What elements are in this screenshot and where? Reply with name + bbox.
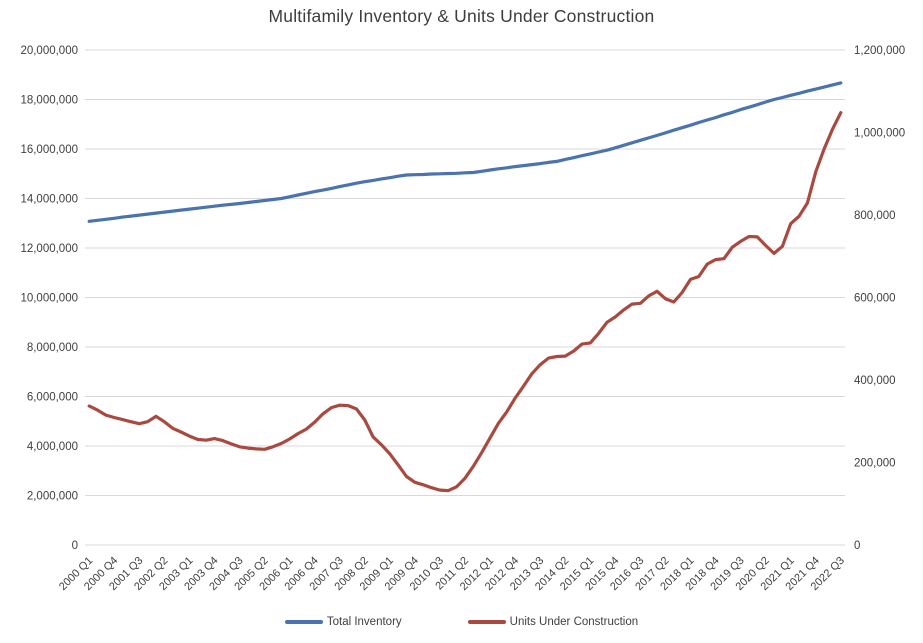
- legend-label-units-under-construction: Units Under Construction: [509, 616, 639, 628]
- legend-swatch-total-inventory: [284, 619, 323, 625]
- right-axis-tick-label: 1,200,000: [854, 45, 905, 57]
- left-axis-tick-label: 8,000,000: [27, 342, 78, 354]
- left-axis-tick-label: 4,000,000: [27, 441, 78, 453]
- right-axis-tick-label: 800,000: [854, 210, 896, 222]
- legend-label-total-inventory: Total Inventory: [326, 616, 402, 628]
- left-axis-tick-label: 14,000,000: [20, 194, 78, 206]
- legend-item-units-under-construction: Units Under Construction: [467, 616, 639, 628]
- left-axis-tick-label: 20,000,000: [20, 45, 78, 57]
- left-axis-tick-label: 2,000,000: [27, 491, 78, 503]
- left-axis-tick-label: 0: [72, 540, 78, 552]
- right-axis-tick-label: 0: [854, 540, 860, 552]
- chart-title: Multifamily Inventory & Units Under Cons…: [268, 6, 655, 26]
- right-axis-tick-label: 1,000,000: [854, 128, 905, 140]
- left-axis-tick-label: 16,000,000: [20, 144, 78, 156]
- chart-plot-area: 20,000,000 18,000,000 16,000,000 14,000,000…: [20, 45, 905, 593]
- legend-item-total-inventory: Total Inventory: [284, 616, 402, 628]
- chart-legend: Total Inventory Units Under Construction: [0, 616, 923, 628]
- right-axis-tick-label: 600,000: [854, 293, 896, 305]
- left-axis-tick-label: 10,000,000: [20, 293, 78, 305]
- legend-swatch-units-under-construction: [467, 619, 506, 625]
- series-line-total-inventory: [87, 81, 843, 223]
- right-axis-tick-label: 400,000: [854, 375, 896, 387]
- series-line-units-under-construction: [87, 111, 843, 493]
- right-axis-tick-label: 200,000: [854, 458, 896, 470]
- left-axis-tick-label: 12,000,000: [20, 243, 78, 255]
- left-axis-tick-label: 6,000,000: [27, 392, 78, 404]
- left-axis-tick-label: 18,000,000: [20, 95, 78, 107]
